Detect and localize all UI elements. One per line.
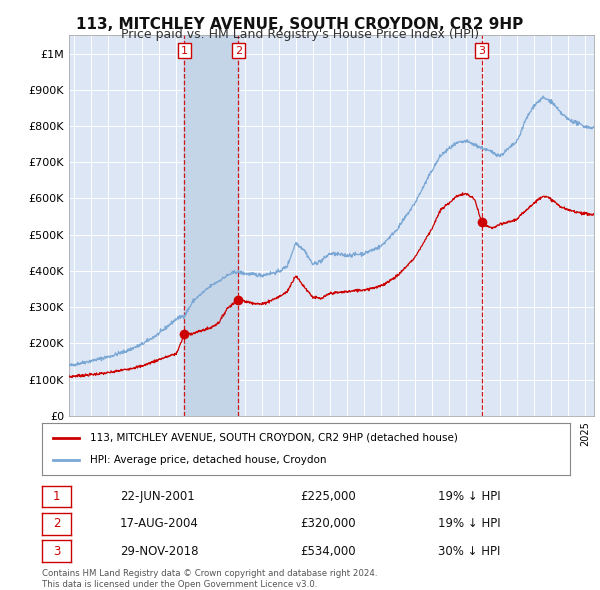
Text: £534,000: £534,000 (300, 545, 356, 558)
Text: 3: 3 (53, 545, 60, 558)
Text: £225,000: £225,000 (300, 490, 356, 503)
Text: 1: 1 (53, 490, 60, 503)
Text: HPI: Average price, detached house, Croydon: HPI: Average price, detached house, Croy… (89, 455, 326, 466)
Text: 2: 2 (53, 517, 60, 530)
Bar (184, 35, 238, 416)
Text: 1: 1 (181, 45, 188, 55)
Text: 29-NOV-2018: 29-NOV-2018 (120, 545, 199, 558)
Text: 19% ↓ HPI: 19% ↓ HPI (438, 490, 500, 503)
Text: 3: 3 (478, 45, 485, 55)
Text: Contains HM Land Registry data © Crown copyright and database right 2024.: Contains HM Land Registry data © Crown c… (42, 569, 377, 578)
Text: 22-JUN-2001: 22-JUN-2001 (120, 490, 195, 503)
Text: 2: 2 (235, 45, 242, 55)
Text: £320,000: £320,000 (300, 517, 356, 530)
Text: 113, MITCHLEY AVENUE, SOUTH CROYDON, CR2 9HP (detached house): 113, MITCHLEY AVENUE, SOUTH CROYDON, CR2… (89, 432, 457, 442)
Text: 30% ↓ HPI: 30% ↓ HPI (438, 545, 500, 558)
Text: 113, MITCHLEY AVENUE, SOUTH CROYDON, CR2 9HP: 113, MITCHLEY AVENUE, SOUTH CROYDON, CR2… (76, 17, 524, 31)
Text: 17-AUG-2004: 17-AUG-2004 (120, 517, 199, 530)
Text: This data is licensed under the Open Government Licence v3.0.: This data is licensed under the Open Gov… (42, 579, 317, 589)
Text: Price paid vs. HM Land Registry's House Price Index (HPI): Price paid vs. HM Land Registry's House … (121, 28, 479, 41)
Text: 19% ↓ HPI: 19% ↓ HPI (438, 517, 500, 530)
